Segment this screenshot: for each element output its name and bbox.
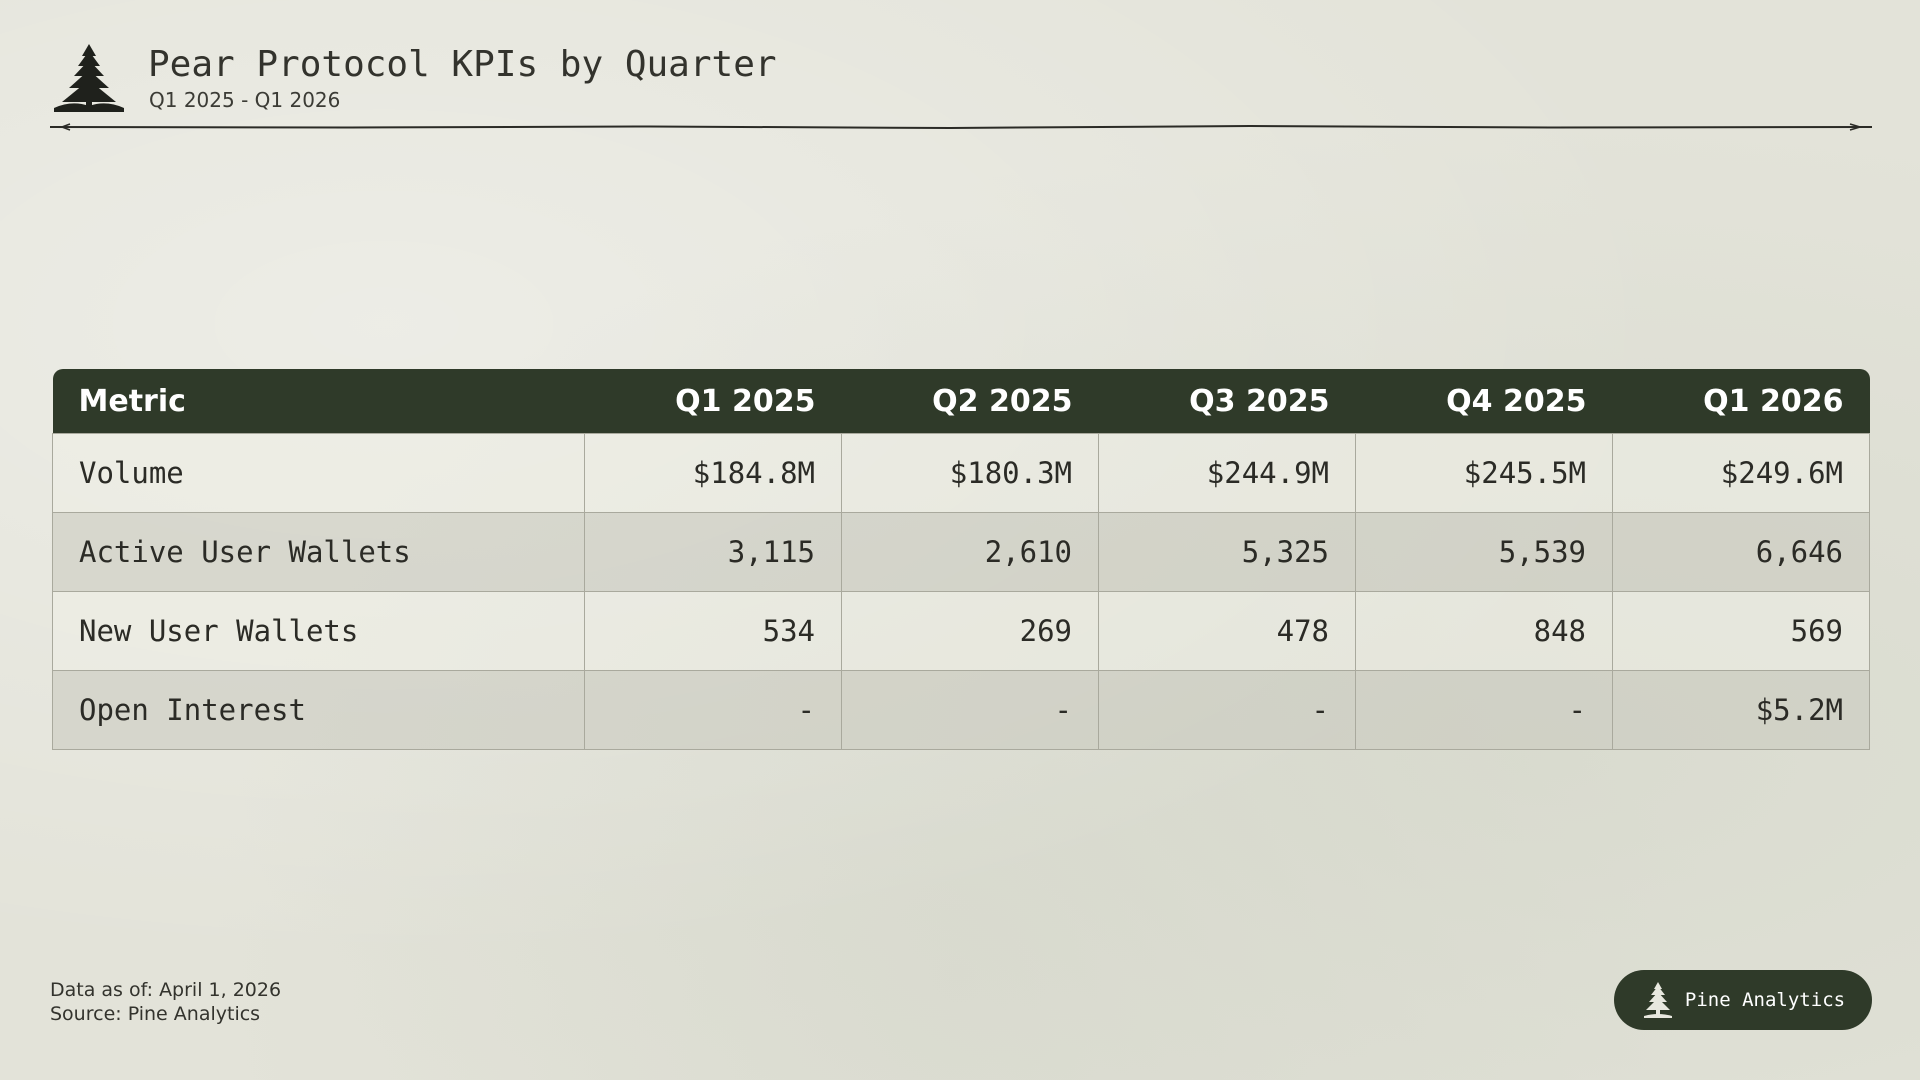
table-header-row: Metric Q1 2025 Q2 2025 Q3 2025 Q4 2025 Q… <box>52 369 1870 434</box>
table-cell: - <box>841 670 1099 750</box>
table-cell: $244.9M <box>1098 433 1356 513</box>
footer-note: Data as of: April 1, 2026 Source: Pine A… <box>50 978 281 1026</box>
table-cell: $5.2M <box>1612 670 1870 750</box>
row-label-active-user-wallets: Active User Wallets <box>52 512 585 592</box>
brand-name: Pine Analytics <box>1684 989 1846 1011</box>
column-header-q3-2025: Q3 2025 <box>1098 369 1356 434</box>
column-header-q1-2026: Q1 2026 <box>1612 369 1870 434</box>
pine-tree-icon <box>1643 982 1672 1018</box>
table-cell: 848 <box>1355 591 1613 671</box>
title-divider <box>50 123 1872 131</box>
table-cell: - <box>1098 670 1356 750</box>
table-row: Open Interest - - - - $5.2M <box>52 670 1870 750</box>
table-cell: 6,646 <box>1612 512 1870 592</box>
row-label-volume: Volume <box>52 433 585 513</box>
table-cell: 3,115 <box>584 512 842 592</box>
page-header: Pear Protocol KPIs by Quarter Q1 2025 - … <box>50 38 1872 131</box>
row-label-open-interest: Open Interest <box>52 670 585 750</box>
source-text: Source: Pine Analytics <box>50 1003 261 1025</box>
column-header-metric: Metric <box>52 369 585 434</box>
table-cell: $184.8M <box>584 433 842 513</box>
table-cell: 5,325 <box>1098 512 1356 592</box>
table-cell: $249.6M <box>1612 433 1870 513</box>
column-header-q2-2025: Q2 2025 <box>841 369 1099 434</box>
page-title: Pear Protocol KPIs by Quarter <box>148 44 777 85</box>
table-cell: 569 <box>1612 591 1870 671</box>
table-cell: 269 <box>841 591 1099 671</box>
table-cell: $245.5M <box>1355 433 1613 513</box>
table-cell: 5,539 <box>1355 512 1613 592</box>
table-cell: 2,610 <box>841 512 1099 592</box>
table-cell: - <box>584 670 842 750</box>
kpi-table: Metric Q1 2025 Q2 2025 Q3 2025 Q4 2025 Q… <box>52 369 1870 750</box>
table-row: Active User Wallets 3,115 2,610 5,325 5,… <box>52 512 1870 592</box>
column-header-q1-2025: Q1 2025 <box>584 369 842 434</box>
page-subtitle: Q1 2025 - Q1 2026 <box>149 88 341 112</box>
brand-badge: Pine Analytics <box>1614 970 1872 1030</box>
table-row: New User Wallets 534 269 478 848 569 <box>52 591 1870 671</box>
column-header-q4-2025: Q4 2025 <box>1355 369 1613 434</box>
table-cell: 478 <box>1098 591 1356 671</box>
row-label-new-user-wallets: New User Wallets <box>52 591 585 671</box>
table-cell: $180.3M <box>841 433 1099 513</box>
table-cell: 534 <box>584 591 842 671</box>
table-row: Volume $184.8M $180.3M $244.9M $245.5M $… <box>52 433 1870 513</box>
table-cell: - <box>1355 670 1613 750</box>
data-as-of-text: Data as of: April 1, 2026 <box>50 979 282 1001</box>
pine-tree-icon <box>54 44 124 112</box>
